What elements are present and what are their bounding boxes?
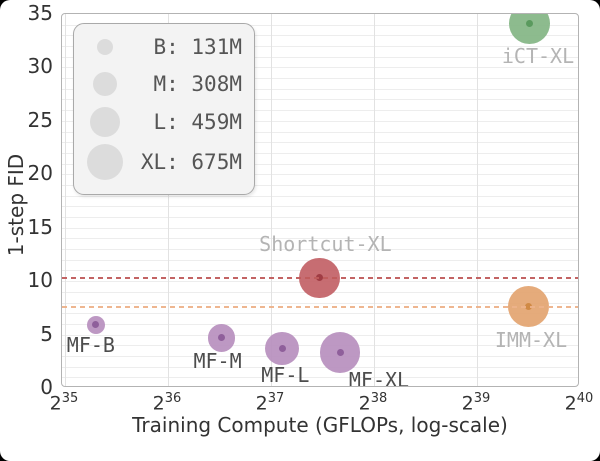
x-tick-240: 240 [564, 391, 594, 415]
point-label-MF-L: MF-L [261, 363, 310, 387]
gridline-horizontal [62, 56, 578, 58]
gridline-horizontal [62, 88, 578, 90]
gridline-vertical [374, 14, 375, 386]
x-tick-239: 239 [461, 391, 491, 415]
gridline-horizontal [62, 67, 578, 69]
gridline-horizontal [62, 377, 578, 379]
legend-label-XL: XL: 675M [140, 150, 242, 174]
bubble-iCT-XL [509, 14, 550, 45]
x-tick-235: 235 [49, 391, 79, 415]
x-tick-238: 238 [358, 391, 388, 415]
y-tick-35: 35 [27, 1, 53, 25]
point-label-iCT-XL: iCT-XL [501, 43, 575, 68]
reference-line-Shortcut-XL [62, 276, 578, 279]
gridline-horizontal [62, 24, 578, 26]
gridline-vertical [271, 14, 272, 386]
gridline-vertical [168, 14, 169, 386]
bubble-center-dot [92, 321, 100, 329]
gridline-horizontal [62, 152, 578, 154]
y-tick-25: 25 [27, 107, 53, 132]
gridline-horizontal [62, 46, 578, 48]
y-tick-15: 15 [27, 214, 53, 239]
gridline-horizontal [62, 249, 578, 251]
legend-label-B: B: 131M [153, 35, 242, 59]
legend-circle-L [90, 107, 120, 137]
x-axis-label: Training Compute (GFLOPs, log-scale) [132, 413, 508, 437]
point-label-IMM-XL: IMM-XL [494, 327, 568, 352]
gridline-horizontal [62, 131, 578, 133]
y-tick-5: 5 [40, 321, 53, 346]
bubble-center-dot [218, 334, 226, 342]
gridline-horizontal [62, 142, 578, 144]
gridline-horizontal [62, 227, 578, 229]
gridline-horizontal [62, 120, 578, 122]
gridline-horizontal [62, 174, 578, 176]
gridline-horizontal [62, 99, 578, 101]
legend-circle-XL [86, 143, 124, 181]
gridline-horizontal [62, 334, 578, 336]
x-tick-237: 237 [255, 391, 285, 415]
x-tick-236: 236 [152, 391, 182, 415]
point-label-MF-B: MF-B [66, 332, 115, 357]
gridline-horizontal [62, 366, 578, 368]
gridline-horizontal [62, 217, 578, 219]
plot-area: MF-B MF-M MF-L MF-XL Shortcut-XL IMM-XL iCT-XL… [61, 13, 579, 387]
gridline-vertical [477, 14, 478, 386]
legend-label-L: L: 459M [153, 110, 242, 134]
gridline-horizontal [62, 184, 578, 186]
y-tick-10: 10 [27, 268, 53, 293]
gridline-horizontal [62, 238, 578, 240]
legend-circle-M [92, 71, 118, 97]
gridline-horizontal [62, 323, 578, 325]
gridline-horizontal [62, 163, 578, 165]
point-label-Shortcut-XL: Shortcut-XL [259, 231, 392, 256]
gridline-horizontal [62, 78, 578, 80]
point-label-MF-XL: MF-XL [348, 367, 410, 387]
y-tick-0: 0 [40, 375, 53, 399]
y-tick-30: 30 [27, 54, 53, 79]
gridline-horizontal [62, 206, 578, 208]
gridline-horizontal [62, 313, 578, 315]
bubble-center-dot [278, 344, 286, 352]
y-tick-20: 20 [27, 161, 53, 186]
gridline-horizontal [62, 35, 578, 37]
legend-circle-B [97, 39, 113, 55]
bubble-center-dot [526, 20, 534, 28]
reference-line-IMM-XL [62, 305, 578, 308]
size-legend: B: 131M M: 308M L: 459M XL: 675M [73, 23, 255, 195]
legend-label-M: M: 308M [153, 72, 242, 96]
gridline-horizontal [62, 195, 578, 197]
gridline-horizontal [62, 302, 578, 304]
gridline-vertical [65, 14, 66, 386]
bubble-center-dot [336, 349, 344, 357]
point-label-MF-M: MF-M [193, 348, 242, 373]
gridline-horizontal [62, 110, 578, 112]
